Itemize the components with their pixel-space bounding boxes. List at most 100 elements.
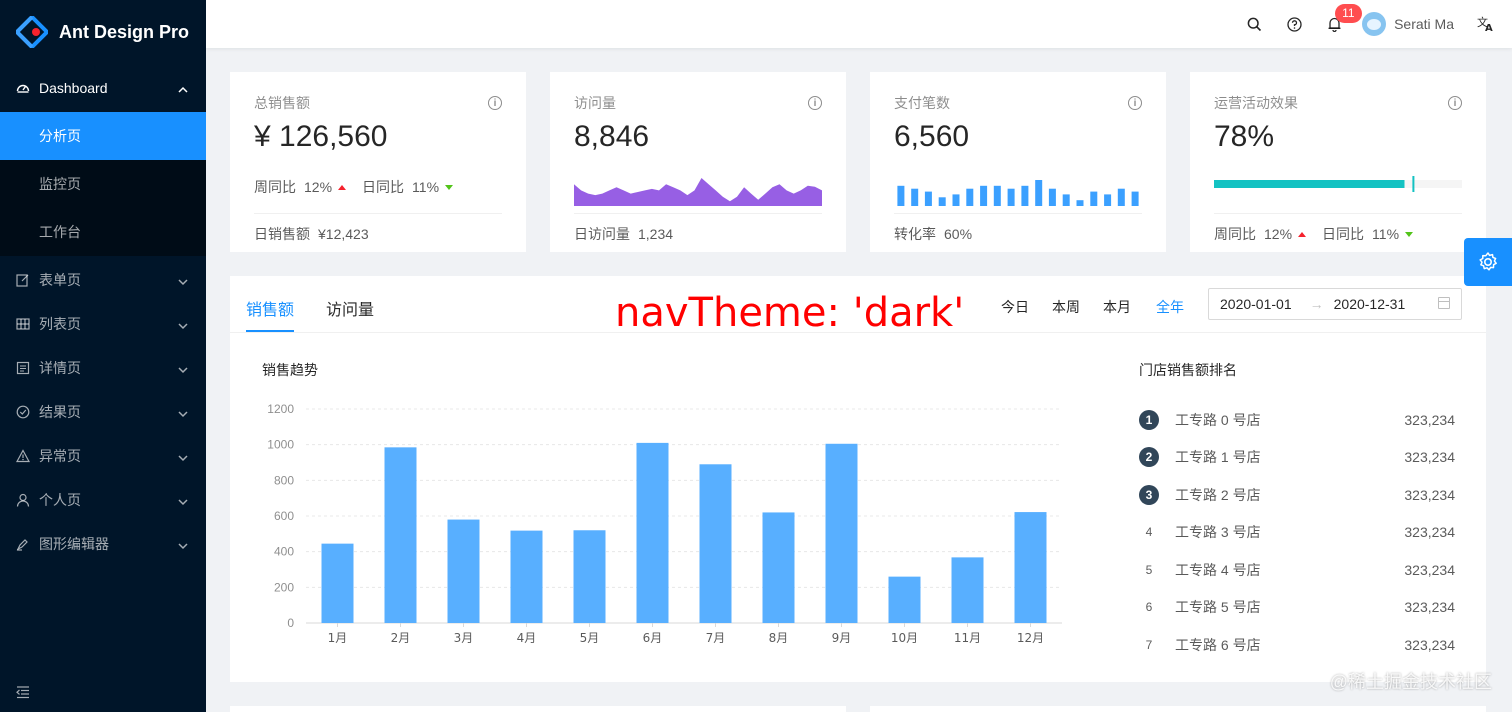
settings-button[interactable]	[1464, 238, 1512, 286]
check-circle-icon	[16, 405, 30, 419]
stat-value: 78%	[1214, 120, 1275, 153]
chart-bar[interactable]	[321, 543, 354, 623]
tab-visits[interactable]: 访问量	[326, 302, 375, 319]
trend-value: 12%	[304, 179, 333, 195]
menu-dashboard-label: Dashboard	[39, 80, 108, 96]
table-icon	[16, 317, 30, 331]
caret-up-icon	[1298, 231, 1307, 237]
dashboard-icon	[16, 81, 30, 95]
sidebar-item-profile[interactable]: 详情页	[0, 348, 206, 388]
rank-name: 工专路 5 号店	[1175, 599, 1261, 616]
sales-tabs: 销售额 访问量 今日 本周 本月 全年 2020-01-01 → 2020-12…	[230, 276, 1486, 333]
range-today[interactable]: 今日	[1001, 299, 1029, 315]
sidebar-item-list[interactable]: 列表页	[0, 304, 206, 344]
dashboard-submenu: 分析页 监控页 工作台	[0, 112, 206, 256]
caret-up-icon	[338, 184, 347, 190]
mini-bar	[1062, 194, 1070, 206]
tab-sales[interactable]: 销售额	[246, 302, 295, 319]
info-icon[interactable]: i	[808, 96, 822, 110]
range-week[interactable]: 本周	[1052, 299, 1080, 315]
range-month[interactable]: 本月	[1103, 299, 1131, 315]
stat-trends: 周同比 12% 日同比 11%	[254, 164, 502, 210]
x-tick-label: 8月	[769, 631, 789, 645]
list-item: 3 工专路 2 号店 323,234	[1139, 476, 1455, 514]
svg-text:A: A	[1485, 23, 1493, 32]
mini-bar	[1131, 191, 1139, 206]
overlay-annotation: navTheme: 'dark'	[615, 290, 965, 336]
chart-bar[interactable]	[1014, 512, 1047, 623]
sidebar-item-analysis[interactable]: 分析页	[0, 112, 206, 160]
search-icon	[1247, 17, 1261, 31]
info-icon[interactable]: i	[488, 96, 502, 110]
sidebar-item-exception[interactable]: 异常页	[0, 436, 206, 476]
progress-target	[1412, 176, 1415, 192]
rank-name: 工专路 2 号店	[1175, 486, 1261, 503]
gear-icon	[1479, 252, 1497, 271]
collapse-menu-icon[interactable]	[16, 685, 30, 702]
info-icon[interactable]: i	[1448, 96, 1462, 110]
list-item: 4 工专路 3 号店 323,234	[1139, 514, 1455, 552]
info-icon[interactable]: i	[1128, 96, 1142, 110]
menu-dashboard[interactable]: Dashboard	[0, 68, 206, 108]
chevron-down-icon	[178, 362, 188, 378]
chart-bar[interactable]	[825, 443, 858, 623]
chevron-down-icon	[178, 274, 188, 290]
sidebar-item-account[interactable]: 个人页	[0, 480, 206, 520]
range-year[interactable]: 全年	[1156, 299, 1184, 315]
chart-bar[interactable]	[573, 530, 606, 623]
chevron-down-icon	[178, 450, 188, 466]
trend-week: 周同比 12%	[1214, 224, 1307, 244]
sidebar-item-workplace[interactable]: 工作台	[0, 208, 206, 256]
sidebar-item-label: 工作台	[39, 224, 81, 240]
chart-bar[interactable]	[510, 530, 543, 623]
notification-button[interactable]: 11	[1314, 0, 1362, 48]
chart-bar[interactable]	[447, 519, 480, 623]
trend-label: 日同比	[362, 179, 405, 195]
chart-bar[interactable]	[888, 576, 921, 623]
date-range-picker[interactable]: 2020-01-01 → 2020-12-31	[1208, 288, 1462, 320]
stat-value: ¥ 126,560	[254, 120, 388, 153]
notification-badge: 11	[1335, 4, 1362, 23]
user-name: Serati Ma	[1394, 16, 1454, 32]
x-tick-label: 11月	[954, 631, 981, 645]
chart-bar[interactable]	[636, 442, 669, 623]
date-end[interactable]: 2020-12-31	[1333, 296, 1406, 312]
chart-bar[interactable]	[951, 557, 984, 623]
rank-number: 1	[1139, 409, 1159, 430]
logo[interactable]: Ant Design Pro	[0, 0, 206, 64]
mini-bar	[952, 194, 960, 206]
list-item: 2 工专路 1 号店 323,234	[1139, 439, 1455, 477]
x-tick-label: 10月	[891, 631, 918, 645]
chevron-down-icon	[178, 494, 188, 510]
sidebar-item-form[interactable]: 表单页	[0, 260, 206, 300]
stat-footer: 周同比 12% 日同比 11%	[1214, 224, 1429, 244]
rank-name: 工专路 6 号店	[1175, 636, 1261, 653]
stat-label: 访问量	[574, 95, 616, 111]
visits-area-chart	[574, 164, 822, 210]
sidebar-item-label: 表单页	[39, 272, 81, 288]
stat-footer: 日访问量 1,234	[574, 224, 673, 244]
sidebar-item-editor[interactable]: 图形编辑器	[0, 524, 206, 564]
rank-list: 1 工专路 0 号店 323,234 2 工专路 1 号店 323,234 3 工专路 2 号…	[1139, 401, 1455, 664]
search-button[interactable]	[1234, 0, 1274, 48]
chart-bar[interactable]	[384, 447, 417, 623]
user-menu[interactable]: Serati Ma	[1354, 0, 1466, 48]
list-item: 7 工专路 6 号店 323,234	[1139, 626, 1455, 664]
bottom-card-right	[870, 706, 1486, 712]
sidebar-item-monitor[interactable]: 监控页	[0, 160, 206, 208]
y-tick-label: 0	[287, 616, 294, 630]
date-start[interactable]: 2020-01-01	[1220, 296, 1292, 312]
x-tick-label: 4月	[517, 631, 537, 645]
bottom-card-left	[230, 706, 846, 712]
rank-number: 7	[1145, 637, 1153, 652]
svg-text:文: 文	[1477, 16, 1488, 29]
chart-bar[interactable]	[699, 464, 732, 623]
chart-bar[interactable]	[762, 512, 795, 623]
rank-value: 323,234	[1404, 486, 1455, 503]
mini-bar	[1090, 191, 1098, 206]
help-button[interactable]	[1274, 0, 1314, 48]
sidebar-item-result[interactable]: 结果页	[0, 392, 206, 432]
operations-progress	[1214, 164, 1462, 210]
sidebar-item-label: 分析页	[39, 128, 81, 144]
